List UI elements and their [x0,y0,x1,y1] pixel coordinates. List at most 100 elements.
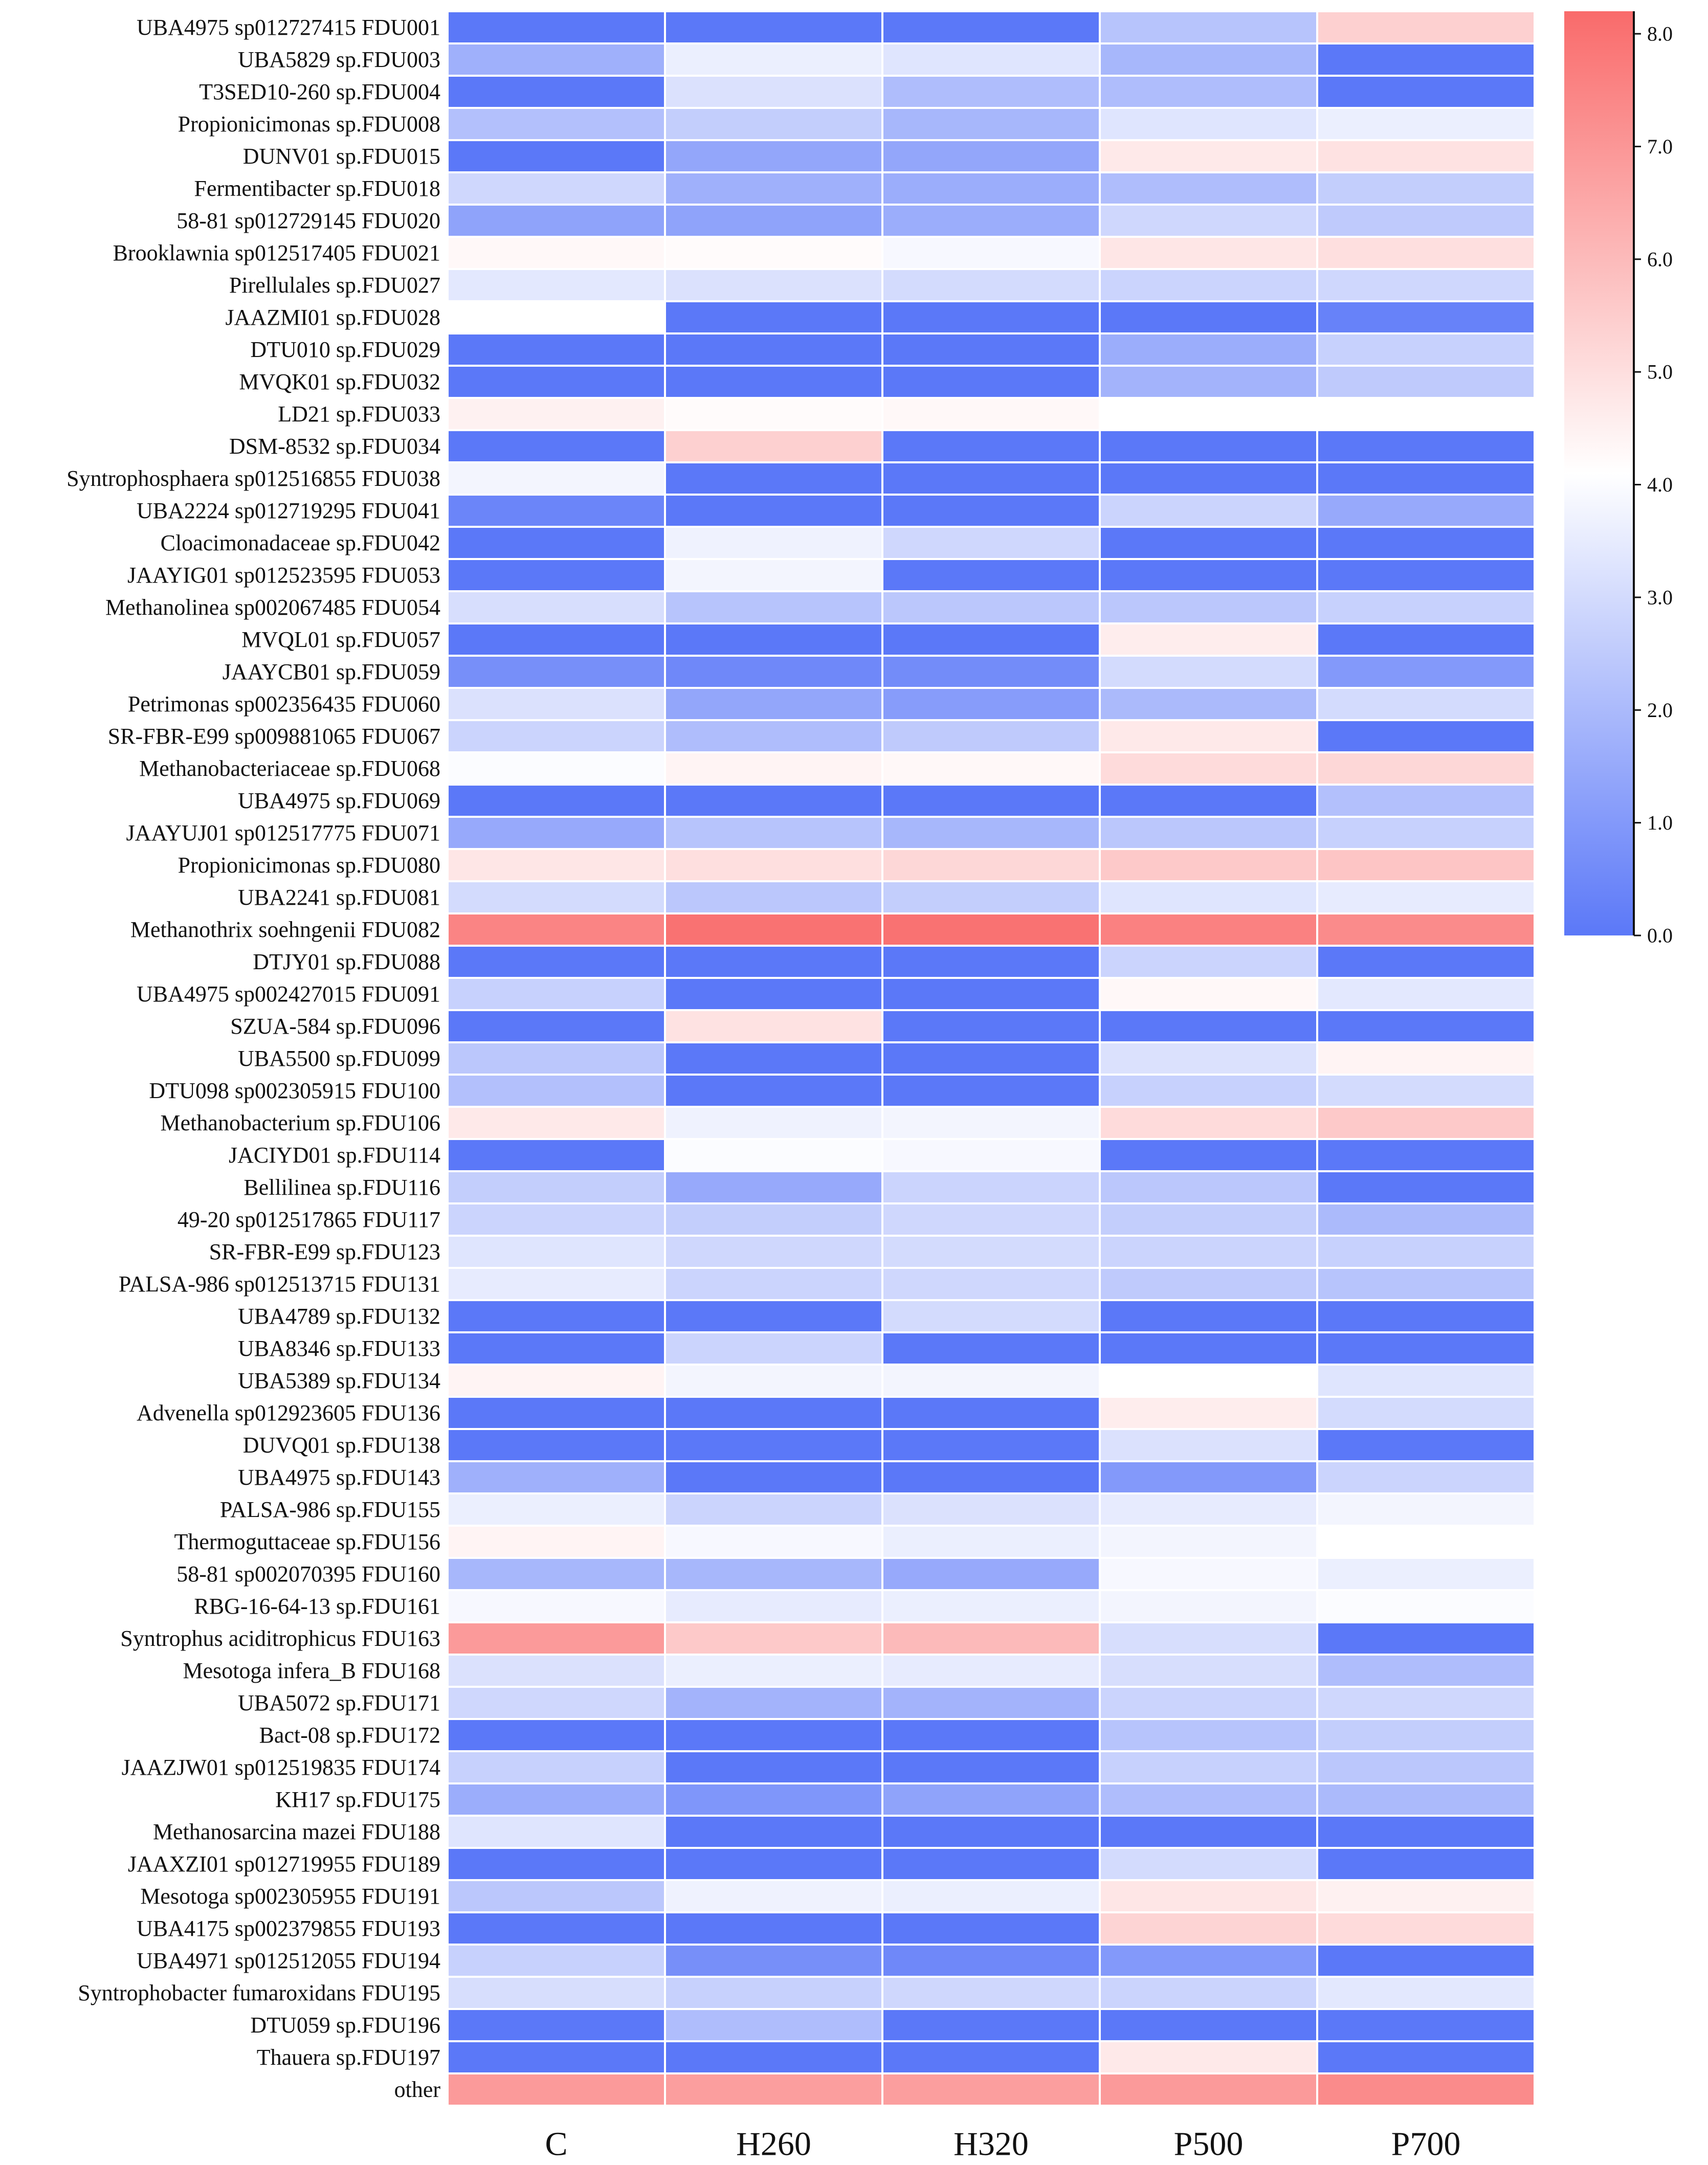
heatmap-cell-syntrophosphaera-sp012516855-fdu038-c [447,461,666,496]
row-label-propionicimonas-sp-fdu080: Propionicimonas sp.FDU080 [178,853,440,878]
heatmap-cell-palsa-986-sp-fdu155-c [447,1492,666,1527]
heatmap-cell-methanolinea-sp002067485-fdu054-p700 [1316,590,1536,624]
heatmap-cell-kh17-sp-fdu175-h260 [664,1782,883,1817]
heatmap-cell-uba5829-sp-fdu003-h260 [664,42,883,77]
heatmap-cell-jaaxzi01-sp012719955-fdu189-p700 [1316,1847,1536,1881]
heatmap-cell-advenella-sp012923605-fdu136-h260 [664,1396,883,1430]
heatmap-cell-mvqk01-sp-fdu032-p700 [1316,365,1536,399]
heatmap-cell-dtu098-sp002305915-fdu100-p500 [1099,1074,1318,1108]
heatmap-cell-mvql01-sp-fdu057-p500 [1099,622,1318,657]
heatmap-cell-t3sed10-260-sp-fdu004-h320 [881,75,1101,109]
heatmap-cell-uba4975-sp002427015-fdu091-h260 [664,977,883,1011]
heatmap-cell-uba2241-sp-fdu081-c [447,880,666,914]
heatmap-cell-syntrophobacter-fumaroxidans-fdu195-c [447,1976,666,2010]
colorbar-tick-label-0: 0.0 [1647,924,1673,947]
heatmap-cell-duvq01-sp-fdu138-p500 [1099,1428,1318,1462]
heatmap-cell-uba5389-sp-fdu134-c [447,1364,666,1398]
heatmap-cell-jaciyd01-sp-fdu114-p700 [1316,1138,1536,1172]
heatmap-cell-jaayig01-sp012523595-fdu053-p700 [1316,558,1536,592]
heatmap-cell-sr-fbr-e99-sp009881065-fdu067-p500 [1099,719,1318,753]
column-label-h260: H260 [736,2126,811,2163]
row-label-pirellulales-sp-fdu027: Pirellulales sp.FDU027 [229,273,440,298]
heatmap-cell-uba4789-sp-fdu132-p700 [1316,1299,1536,1333]
heatmap-cell-palsa-986-sp-fdu155-h260 [664,1492,883,1527]
row-label-rbg-16-64-13-sp-fdu161: RBG-16-64-13 sp.FDU161 [194,1594,440,1619]
heatmap-cell-58-81-sp012729145-fdu020-p500 [1099,204,1318,238]
heatmap-cell-dunv01-sp-fdu015-p500 [1099,139,1318,173]
heatmap-cell-uba5389-sp-fdu134-p500 [1099,1364,1318,1398]
column-label-c: C [545,2126,567,2163]
heatmap-cell-uba5500-sp-fdu099-p500 [1099,1041,1318,1076]
heatmap-cell-mvql01-sp-fdu057-c [447,622,666,657]
heatmap-cell-uba5072-sp-fdu171-p700 [1316,1686,1536,1720]
row-label-uba4975-sp012727415-fdu001: UBA4975 sp012727415 FDU001 [137,15,440,40]
heatmap-cell-dunv01-sp-fdu015-c [447,139,666,173]
heatmap-cell-dtu059-sp-fdu196-c [447,2008,666,2042]
heatmap-cell-58-81-sp012729145-fdu020-h320 [881,204,1101,238]
heatmap-cell-uba4975-sp002427015-fdu091-p700 [1316,977,1536,1011]
row-label-palsa-986-sp012513715-fdu131: PALSA-986 sp012513715 FDU131 [119,1271,440,1297]
heatmap-cell-49-20-sp012517865-fdu117-h320 [881,1202,1101,1237]
heatmap-cell-uba2224-sp012719295-fdu041-c [447,494,666,528]
heatmap-cell-syntrophobacter-fumaroxidans-fdu195-h320 [881,1976,1101,2010]
heatmap-cell-methanobacterium-sp-fdu106-p500 [1099,1106,1318,1140]
row-label-mvqk01-sp-fdu032: MVQK01 sp.FDU032 [239,369,440,394]
heatmap-cell-rbg-16-64-13-sp-fdu161-p700 [1316,1589,1536,1623]
heatmap-cell-rbg-16-64-13-sp-fdu161-c [447,1589,666,1623]
heatmap-cell-uba4975-sp-fdu069-c [447,784,666,818]
heatmap-cell-jaazmi01-sp-fdu028-h260 [664,300,883,334]
heatmap-cell-dunv01-sp-fdu015-h320 [881,139,1101,173]
row-label-syntrophus-aciditrophicus-fdu163: Syntrophus aciditrophicus FDU163 [120,1626,440,1651]
heatmap-cell-dunv01-sp-fdu015-h260 [664,139,883,173]
heatmap-cell-jaayuj01-sp012517775-fdu071-h320 [881,816,1101,850]
heatmap-cell-uba2224-sp012719295-fdu041-p700 [1316,494,1536,528]
heatmap-cell-uba4971-sp012512055-fdu194-p500 [1099,1944,1318,1978]
row-label-dtjy01-sp-fdu088: DTJY01 sp.FDU088 [253,949,440,974]
heatmap-cell-pirellulales-sp-fdu027-p700 [1316,268,1536,302]
heatmap-cell-uba4975-sp-fdu143-c [447,1460,666,1494]
heatmap-cell-rbg-16-64-13-sp-fdu161-h320 [881,1589,1101,1623]
heatmap-cell-pirellulales-sp-fdu027-p500 [1099,268,1318,302]
heatmap-cell-jaciyd01-sp-fdu114-h320 [881,1138,1101,1172]
heatmap-cell-uba4975-sp-fdu069-h260 [664,784,883,818]
heatmap-cell-dtu010-sp-fdu029-c [447,332,666,367]
heatmap-cell-uba4975-sp012727415-fdu001-p700 [1316,10,1536,44]
row-label-jaayuj01-sp012517775-fdu071: JAAYUJ01 sp012517775 FDU071 [126,820,440,845]
heatmap-cell-58-81-sp012729145-fdu020-p700 [1316,204,1536,238]
heatmap-cell-fermentibacter-sp-fdu018-c [447,171,666,206]
heatmap-cell-syntrophus-aciditrophicus-fdu163-p700 [1316,1621,1536,1656]
row-label-methanothrix-soehngenii-fdu082: Methanothrix soehngenii FDU082 [130,917,440,942]
colorbar-tick-label-6: 6.0 [1647,248,1673,271]
heatmap-cell-cloacimonadaceae-sp-fdu042-p500 [1099,526,1318,560]
heatmap-cell-uba8346-sp-fdu133-h260 [664,1331,883,1366]
heatmap-cell-mvql01-sp-fdu057-h320 [881,622,1101,657]
heatmap-cell-uba2224-sp012719295-fdu041-h320 [881,494,1101,528]
heatmap-cell-jaaxzi01-sp012719955-fdu189-c [447,1847,666,1881]
heatmap-cell-jaaycb01-sp-fdu059-p500 [1099,655,1318,689]
heatmap-cell-other-h260 [664,2072,883,2107]
heatmap-cell-uba2224-sp012719295-fdu041-h260 [664,494,883,528]
heatmap-cell-methanolinea-sp002067485-fdu054-c [447,590,666,624]
heatmap-cell-dtjy01-sp-fdu088-h320 [881,945,1101,979]
row-label-uba5500-sp-fdu099: UBA5500 sp.FDU099 [238,1046,440,1071]
heatmap-cell-jaayuj01-sp012517775-fdu071-c [447,816,666,850]
heatmap-cell-dtjy01-sp-fdu088-p500 [1099,945,1318,979]
heatmap-cell-jaazmi01-sp-fdu028-c [447,300,666,334]
heatmap-cell-uba5829-sp-fdu003-p700 [1316,42,1536,77]
heatmap-cell-cloacimonadaceae-sp-fdu042-h320 [881,526,1101,560]
heatmap-cell-49-20-sp012517865-fdu117-h260 [664,1202,883,1237]
heatmap-cell-jaaycb01-sp-fdu059-p700 [1316,655,1536,689]
heatmap-cell-dtu098-sp002305915-fdu100-h260 [664,1074,883,1108]
heatmap-cell-sr-fbr-e99-sp009881065-fdu067-p700 [1316,719,1536,753]
heatmap-cell-dtjy01-sp-fdu088-p700 [1316,945,1536,979]
heatmap-cell-uba4971-sp012512055-fdu194-h320 [881,1944,1101,1978]
heatmap-cell-syntrophobacter-fumaroxidans-fdu195-p500 [1099,1976,1318,2010]
heatmap-cell-uba5829-sp-fdu003-c [447,42,666,77]
heatmap-cell-thauera-sp-fdu197-h320 [881,2040,1101,2074]
heatmap-cell-mvqk01-sp-fdu032-h260 [664,365,883,399]
heatmap-cell-other-p500 [1099,2072,1318,2107]
heatmap-cell-sr-fbr-e99-sp-fdu123-p700 [1316,1235,1536,1269]
row-label-petrimonas-sp002356435-fdu060: Petrimonas sp002356435 FDU060 [128,691,440,717]
row-label-uba2224-sp012719295-fdu041: UBA2224 sp012719295 FDU041 [137,498,440,523]
heatmap-cell-mesotoga-infera-b-fdu168-p500 [1099,1654,1318,1688]
